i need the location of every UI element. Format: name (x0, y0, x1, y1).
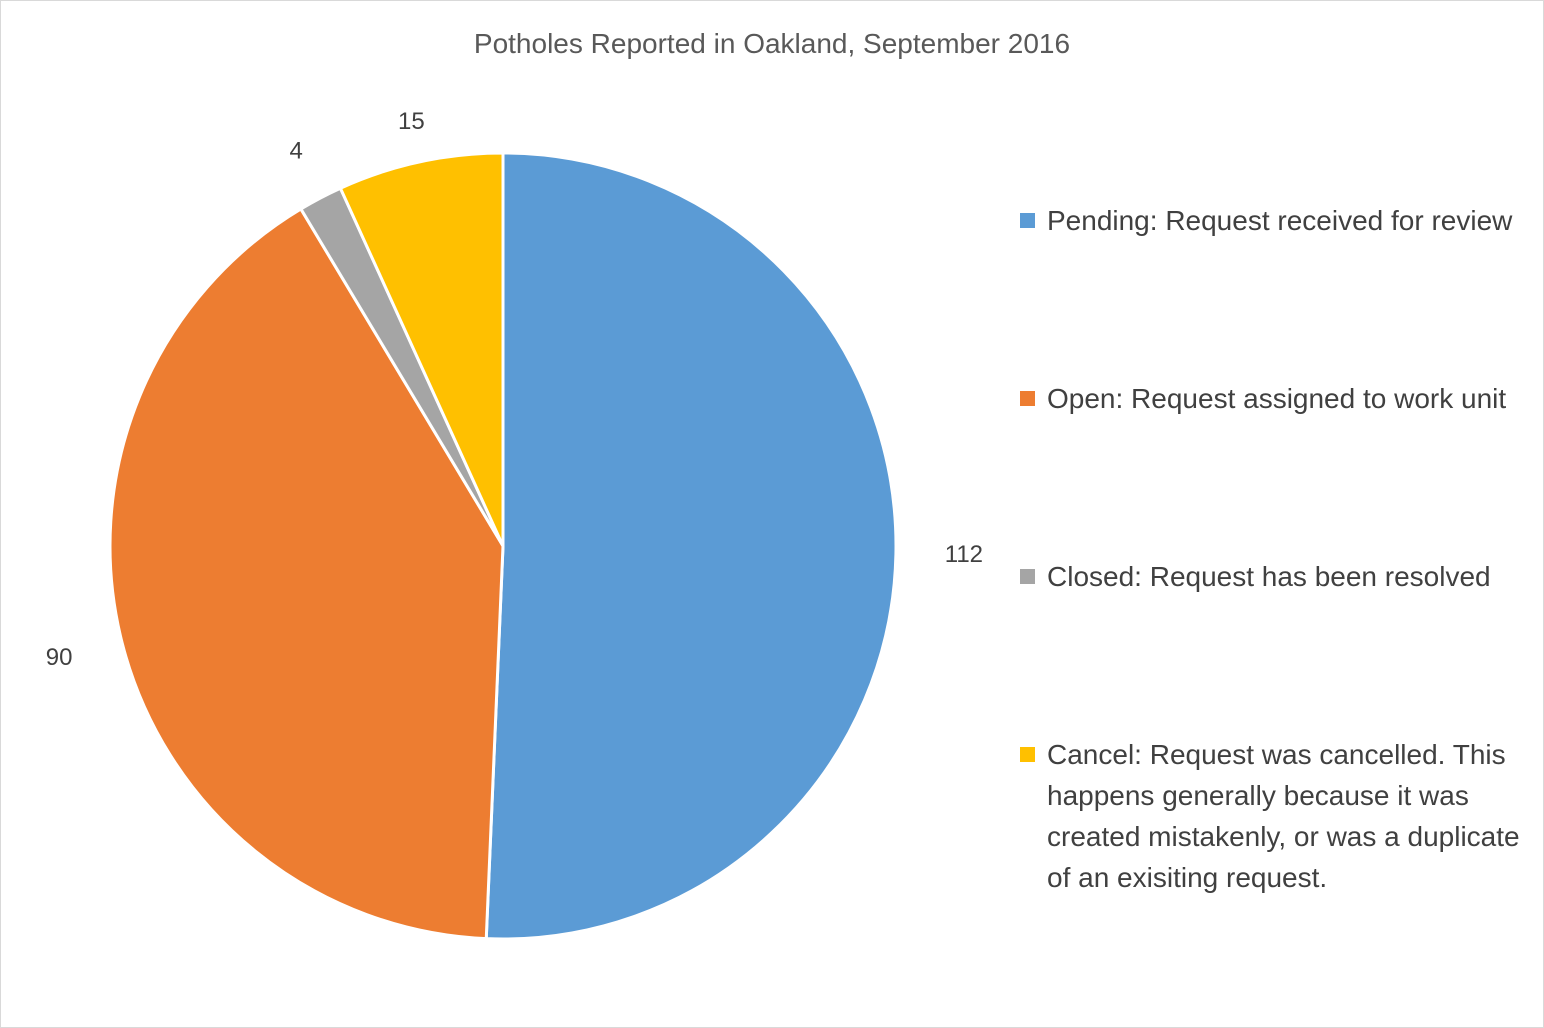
legend-label-closed: Closed: Request has been resolved (1047, 561, 1491, 592)
legend-swatch-cancel (1020, 747, 1035, 762)
legend-item-open: Open: Request assigned to work unit (1020, 378, 1520, 419)
pie-data-labels: 112 90 4 15 (46, 108, 983, 671)
chart-title: Potholes Reported in Oakland, September … (473, 28, 1071, 59)
legend-swatch-pending (1020, 213, 1035, 228)
pie-slice-cancel (338, 151, 505, 548)
pie-slice-open (108, 207, 505, 941)
legend-swatch-closed (1020, 569, 1035, 584)
legend-swatch-open (1020, 391, 1035, 406)
pie-slices (108, 151, 898, 941)
legend-item-cancel: Cancel: Request was cancelled. This happ… (1020, 734, 1520, 898)
legend-label-cancel: Cancel: Request was cancelled. This happ… (1047, 739, 1520, 893)
data-label-open: 90 (46, 644, 73, 671)
data-label-pending: 112 (945, 541, 983, 568)
data-label-cancel: 15 (398, 108, 425, 135)
pie-slice-pending (484, 151, 898, 941)
legend-item-closed: Closed: Request has been resolved (1020, 556, 1520, 597)
legend-label-open: Open: Request assigned to work unit (1047, 383, 1507, 414)
legend-item-pending: Pending: Request received for review (1020, 200, 1520, 241)
legend-label-pending: Pending: Request received for review (1047, 205, 1513, 236)
data-label-closed: 4 (290, 137, 303, 164)
